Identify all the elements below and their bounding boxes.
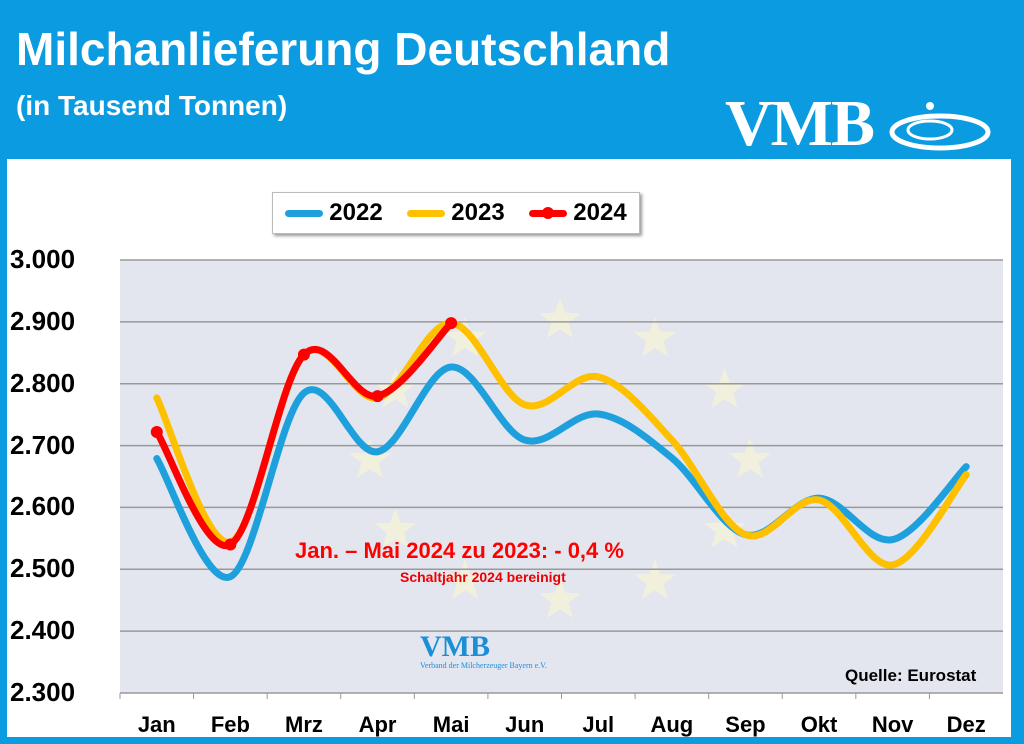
x-tick-label: Mai: [432, 712, 470, 737]
annotation: Jan. – Mai 2024 zu 2023: - 0,4 %: [295, 538, 624, 563]
annotation-sub: Schaltjahr 2024 bereinigt: [400, 569, 566, 585]
x-tick-label: Jan: [137, 712, 176, 737]
eu-star: [374, 508, 417, 548]
legend-item-2024: 2024: [529, 199, 627, 227]
x-tick-label: Feb: [210, 712, 250, 737]
eu-star: [703, 368, 746, 408]
legend-item-2023: 2023: [407, 199, 505, 227]
eu-star: [634, 316, 676, 357]
legend-label: 2024: [573, 199, 627, 226]
data-point-2024: [297, 348, 310, 361]
y-tick-label: 2.800: [10, 367, 76, 398]
x-tick-label: Jun: [505, 712, 545, 737]
x-tick-label: Dez: [946, 712, 986, 737]
y-tick-label: 2.600: [10, 491, 76, 522]
y-tick-label: 2.300: [10, 677, 76, 707]
x-tick-label: Jul: [582, 712, 615, 737]
eu-star: [729, 438, 771, 478]
y-tick-label: 2.900: [10, 305, 76, 336]
legend-label: 2022: [329, 199, 383, 226]
y-tick-label: 3.000: [10, 244, 76, 274]
legend-label: 2023: [451, 199, 505, 226]
series-line-2024: [153, 319, 455, 549]
eu-star: [703, 508, 746, 548]
legend-swatch: [285, 209, 324, 217]
legend-swatch: [407, 209, 446, 217]
eu-star: [444, 316, 486, 357]
eu-star: [539, 578, 581, 618]
eu-star: [444, 559, 486, 600]
data-point-2024: [371, 390, 384, 403]
eu-star: [539, 298, 581, 338]
watermark-logo: VMB Verband der Milcherzeuger Bayern e.V.: [420, 630, 547, 670]
y-tick-label: 2.400: [10, 615, 76, 646]
x-tick-label: Nov: [871, 712, 914, 737]
x-tick-label: Apr: [358, 712, 397, 737]
y-tick-label: 2.700: [10, 429, 76, 460]
y-tick-label: 2.500: [10, 553, 76, 584]
data-point-2024: [150, 425, 163, 438]
x-tick-label: Aug: [650, 712, 694, 737]
legend: 2022 2023 2024: [272, 192, 640, 234]
page-title: Milchanlieferung Deutschland: [16, 23, 671, 75]
data-point-2024: [445, 317, 458, 330]
vmb-logo: VMB: [725, 86, 991, 162]
eu-star: [634, 559, 676, 600]
page-subtitle: (in Tausend Tonnen): [16, 90, 288, 121]
data-point-2024: [224, 538, 237, 551]
eu-star: [349, 438, 391, 478]
x-tick-label: Mrz: [285, 712, 323, 737]
source-note: Quelle: Eurostat: [845, 666, 977, 685]
x-tick-label: Okt: [800, 712, 838, 737]
legend-item-2022: 2022: [285, 199, 383, 227]
milk-drop-icon: [889, 102, 991, 151]
x-tick-label: Sep: [725, 712, 766, 737]
legend-swatch: [529, 206, 568, 219]
